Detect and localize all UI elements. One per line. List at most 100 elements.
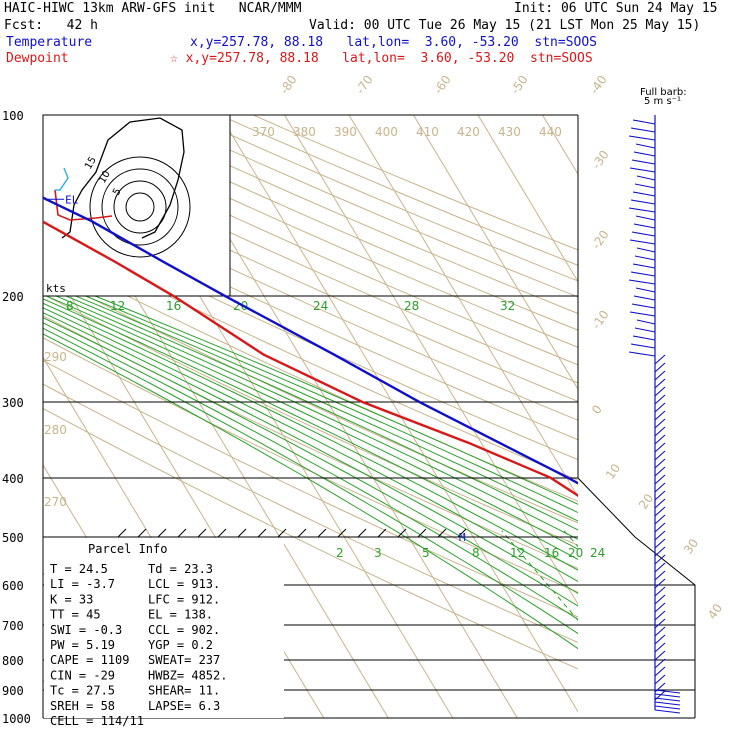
- wind-barb-flag: [654, 410, 666, 421]
- hodograph-ring: [89, 156, 191, 258]
- dry-adiabat: [43, 233, 578, 481]
- mixing-ratio-label: 12: [110, 299, 125, 313]
- hodograph-ring: [101, 168, 179, 246]
- wind-barb-flag: [654, 701, 681, 706]
- theta-label: 430: [498, 125, 521, 139]
- wind-barb-flag: [654, 370, 666, 381]
- wind-barb-flag: [635, 287, 656, 293]
- wind-barb-flag: [632, 335, 656, 341]
- dry-adiabat: [43, 177, 578, 421]
- wind-barb-flag: [654, 490, 666, 501]
- dry-adiabat: [43, 337, 578, 593]
- hatch-mark: [217, 528, 227, 538]
- isotherm-label: -70: [353, 73, 376, 97]
- wind-barb-flag: [632, 191, 656, 197]
- wind-barb-flag: [654, 626, 666, 637]
- dry-adiabat: [43, 142, 578, 384]
- isotherm-line: [412, 115, 578, 391]
- moist-adiabat: [43, 298, 578, 561]
- isotherm-label: -40: [587, 73, 610, 97]
- isotherm-label: -30: [589, 148, 612, 172]
- theta-label: 400: [375, 125, 398, 139]
- wind-barb-flag: [630, 271, 656, 277]
- wind-barb-flag: [654, 378, 666, 389]
- wind-barb-flag: [634, 255, 656, 261]
- hatch-mark: [177, 528, 187, 538]
- wind-barb-flag: [629, 167, 656, 173]
- dry-adiabat: [43, 383, 578, 644]
- wind-barb-flag: [634, 327, 656, 333]
- moist-adiabat: [43, 285, 578, 531]
- wind-barb-flag: [632, 119, 656, 125]
- wind-barb-flag: [654, 506, 666, 517]
- parcel-info-right: LCL = 913.: [148, 577, 220, 591]
- hatch-mark: [257, 528, 267, 538]
- mixing-ratio-label: 24: [590, 546, 605, 560]
- parcel-info-left: T = 24.5: [50, 562, 108, 576]
- theta-label-left: 280: [44, 423, 67, 437]
- wind-barb-flag: [654, 386, 666, 397]
- wind-barb-flag: [628, 135, 656, 141]
- parcel-info-left: LI = -3.7: [50, 577, 115, 591]
- wind-barb-flag: [654, 578, 666, 589]
- wind-barb-flag: [654, 634, 666, 645]
- dry-adiabat: [43, 252, 578, 502]
- hatch-mark: [417, 528, 427, 538]
- isotherm-line: [219, 115, 578, 713]
- hatch-mark: [117, 528, 127, 538]
- wind-barb-flag: [654, 458, 666, 469]
- mixing-ratio-label: 5: [422, 546, 430, 560]
- parcel-info-left: CELL = 114/11: [50, 714, 144, 728]
- wind-barb-flag: [654, 546, 666, 557]
- wind-barb-flag: [654, 674, 666, 685]
- hodograph-units: kts: [46, 282, 66, 295]
- wind-barb-flag: [654, 530, 666, 541]
- wind-barb-flag: [654, 618, 666, 629]
- parcel-info-right: YGP = 0.2: [148, 638, 213, 652]
- wind-barb-flag: [628, 279, 656, 285]
- wind-barb-flag: [654, 570, 666, 581]
- wind-barb-flag: [654, 442, 666, 453]
- chart-right-border: [577, 115, 696, 718]
- wind-barb-flag: [636, 247, 656, 253]
- chart-header-title: HAIC-HIWC 13km ARW-GFS init NCAR/MMM: [4, 1, 302, 16]
- wind-barb-flag: [654, 658, 666, 669]
- mixing-ratio-label: 32: [500, 299, 515, 313]
- dry-adiabat: [43, 195, 578, 441]
- moist-adiabat: [62, 282, 578, 505]
- parcel-info-left: SREH = 58: [50, 699, 115, 713]
- dry-adiabat: [43, 407, 578, 670]
- hodograph-trace: [61, 117, 185, 239]
- isotherm-line: [477, 115, 578, 283]
- wind-barb-flag: [654, 418, 666, 429]
- hodograph-ring: [113, 180, 167, 234]
- mixing-ratio-label: 20: [568, 546, 583, 560]
- dry-adiabat: [43, 126, 578, 366]
- wind-barb-flag: [654, 538, 666, 549]
- moist-adiabat: [43, 302, 578, 571]
- isotherm-label: 40: [705, 601, 725, 622]
- wind-barb-flag: [630, 127, 656, 133]
- isotherm-line: [655, 87, 740, 730]
- wind-barb-flag: [654, 602, 666, 613]
- parcel-info-left: CIN = -29: [50, 668, 115, 682]
- wind-barb-flag: [654, 466, 666, 477]
- mixing-ratio-line: [729, 531, 740, 730]
- wind-barb-flag: [636, 319, 656, 325]
- pressure-label: 800: [2, 654, 24, 668]
- wind-barb-flag: [630, 343, 656, 349]
- wind-barb-flag: [654, 666, 666, 677]
- mixing-ratio-label: 28: [404, 299, 419, 313]
- moist-adiabat: [44, 282, 578, 522]
- legend-dewpoint: Dewpoint: [6, 51, 69, 66]
- hatch-mark: [437, 528, 447, 538]
- isotherm-label: 20: [636, 491, 656, 512]
- parcel-info-right: CCL = 902.: [148, 623, 220, 637]
- mixing-ratio-line: [501, 530, 578, 621]
- mixing-ratio-label: 16: [544, 546, 559, 560]
- wind-barb-flag: [628, 351, 656, 357]
- wind-barb-flag: [654, 498, 666, 509]
- isotherm-label: -80: [277, 73, 300, 97]
- isotherm-label: 0: [589, 402, 605, 416]
